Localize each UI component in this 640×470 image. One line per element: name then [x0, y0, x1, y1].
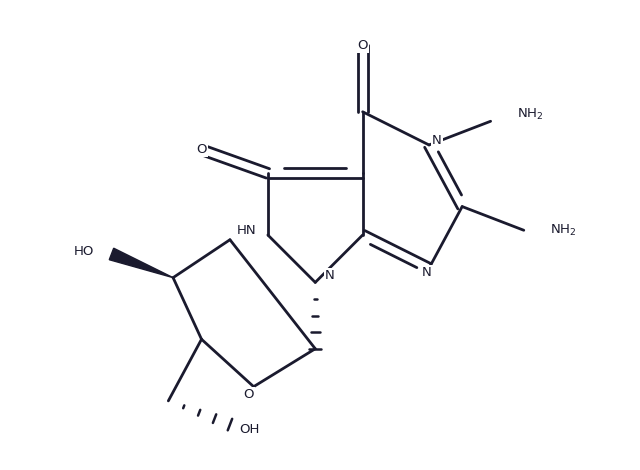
- Text: N: N: [324, 269, 334, 282]
- Text: N: N: [432, 134, 442, 147]
- Text: HO: HO: [74, 244, 95, 258]
- Text: O: O: [196, 143, 207, 156]
- Text: O: O: [357, 39, 368, 52]
- Text: NH$_2$: NH$_2$: [550, 223, 577, 238]
- Text: N: N: [422, 266, 432, 279]
- Text: O: O: [244, 388, 254, 401]
- Text: OH: OH: [239, 423, 260, 436]
- Polygon shape: [109, 248, 173, 278]
- Text: NH$_2$: NH$_2$: [517, 107, 543, 122]
- Text: HN: HN: [237, 224, 257, 237]
